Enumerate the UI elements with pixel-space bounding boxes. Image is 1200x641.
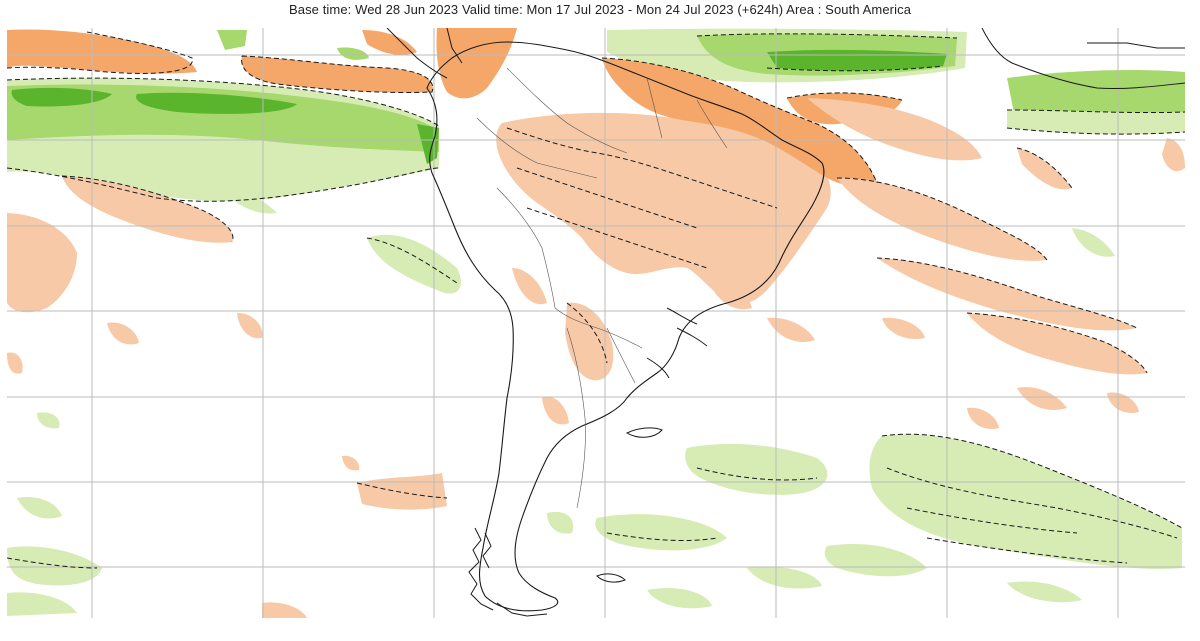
other-coastlines: [386, 28, 1185, 90]
country-borders: [476, 67, 728, 509]
light-orange-atlantic-2: [837, 178, 1047, 261]
light-orange-brazil-east: [707, 277, 752, 310]
orange-north-pacific-3: [362, 30, 417, 55]
light-orange-atlantic-7: [1017, 387, 1067, 410]
light-orange-paraguay: [565, 302, 614, 381]
light-green-southwest-pacific-2: [17, 496, 62, 519]
light-orange-atlantic-1: [807, 98, 982, 161]
light-green-southwest-pacific-3: [37, 412, 60, 429]
light-orange-atlantic-4: [967, 313, 1147, 375]
light-orange-pacific-3: [107, 322, 139, 345]
light-orange-pacific-8: [342, 455, 360, 471]
light-green-south-atlantic-5: [824, 544, 927, 577]
map-canvas: [7, 28, 1185, 618]
dashed-contours: [7, 31, 1185, 569]
light-orange-pacific-7: [7, 352, 23, 374]
orange-north-pacific-1: [7, 29, 197, 74]
light-orange-atlantic-10: [882, 317, 925, 340]
orange-north-pacific-2: [241, 56, 433, 93]
light-green-south-atlantic-8: [647, 587, 712, 609]
anomaly-map: [7, 28, 1185, 618]
light-orange-pacific-4: [237, 312, 263, 339]
green-patch-chile-coast: [367, 234, 461, 294]
brazil-inland-features: [625, 307, 708, 438]
dark-green-band-pacific-1: [11, 87, 113, 107]
light-green-south-atlantic-3: [595, 514, 727, 551]
light-green-south-atlantic-4: [547, 511, 574, 534]
light-orange-atlantic-6: [1162, 138, 1185, 172]
medium-orange-guianas: [602, 58, 877, 188]
light-orange-atlantic-9: [1107, 392, 1139, 414]
green-patch-east-atlantic: [1072, 228, 1115, 257]
light-orange-argentina: [542, 396, 569, 425]
south-america-coastline: [426, 41, 825, 612]
orange-north-pacific-4: [436, 28, 517, 99]
map-gridlines: [7, 28, 1185, 618]
green-patch-1: [217, 30, 247, 50]
light-orange-atlantic-3: [877, 258, 1137, 331]
medium-green-band-pacific: [7, 84, 439, 152]
light-orange-atacama: [512, 268, 547, 305]
green-patch-pacific-south: [212, 178, 277, 214]
map-title: Base time: Wed 28 Jun 2023 Valid time: M…: [288, 2, 912, 17]
light-green-south-atlantic-6: [747, 566, 822, 589]
light-green-south-atlantic-2: [685, 443, 828, 495]
light-orange-brazil-south: [767, 317, 815, 342]
light-green-africa-2: [1007, 110, 1185, 135]
patagonia-islands: [468, 527, 626, 617]
light-orange-pacific-2: [7, 213, 77, 313]
green-patch-peru: [347, 151, 399, 174]
light-green-southwest-pacific-1: [7, 546, 102, 586]
dark-green-band-pacific-2: [136, 92, 297, 114]
positive-anomaly-areas: [7, 28, 1185, 616]
light-orange-atlantic-5: [1017, 148, 1072, 190]
light-green-southwest-pacific-4: [7, 592, 77, 616]
light-orange-atlantic-8: [967, 407, 999, 430]
light-green-south-atlantic-1: [869, 434, 1182, 569]
light-green-south-atlantic-7: [1007, 581, 1082, 603]
green-patch-2: [337, 47, 369, 60]
light-orange-brazil: [496, 112, 831, 305]
light-orange-pacific-6: [262, 602, 307, 618]
